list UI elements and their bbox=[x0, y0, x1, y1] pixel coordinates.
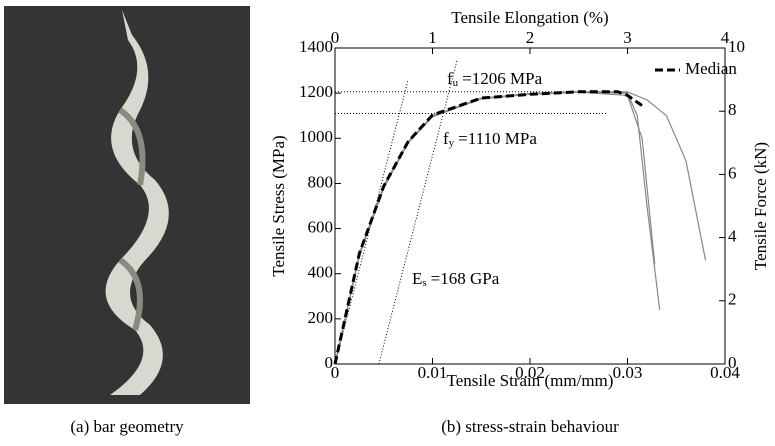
y2-axis-title: Tensile Force (kN) bbox=[751, 142, 770, 270]
x2-tick-label: 0 bbox=[331, 28, 340, 47]
x-tick-label: 0 bbox=[331, 363, 340, 382]
legend-label: Median bbox=[685, 59, 737, 78]
annotation-symbol: E bbox=[412, 269, 422, 288]
reference-line bbox=[334, 79, 409, 365]
x-axis-title: Tensile Strain (mm/mm) bbox=[447, 371, 614, 390]
annotation-sub: y bbox=[449, 137, 455, 149]
annotation-sub: s bbox=[422, 277, 426, 289]
x-tick-label: 0.02 bbox=[515, 363, 545, 382]
x2-axis-title: Tensile Elongation (%) bbox=[451, 8, 608, 27]
x2-tick-label: 1 bbox=[428, 28, 437, 47]
annotation: fu =1206 MPa bbox=[447, 69, 543, 89]
y-tick-label: 1000 bbox=[299, 127, 333, 146]
annotation-text: =168 GPa bbox=[431, 269, 500, 288]
x-tick-label: 0.01 bbox=[418, 363, 448, 382]
y-tick-label: 1400 bbox=[299, 37, 333, 56]
caption: (a) bar geometry bbox=[70, 417, 184, 436]
x2-tick-label: 2 bbox=[526, 28, 535, 47]
annotation: fy =1110 MPa bbox=[443, 129, 537, 149]
y2-tick-label: 4 bbox=[728, 227, 737, 246]
y-tick-label: 0 bbox=[325, 353, 334, 372]
y2-tick-label: 2 bbox=[728, 290, 737, 309]
annotation-text: fy =1110 MPa bbox=[443, 129, 537, 149]
caption: (b) stress-strain behaviour bbox=[441, 417, 619, 436]
y-tick-label: 200 bbox=[308, 308, 334, 327]
annotation-text: =1206 MPa bbox=[462, 69, 542, 88]
x2-tick-label: 3 bbox=[623, 28, 632, 47]
y2-tick-label: 6 bbox=[728, 163, 737, 182]
annotation-symbol: f bbox=[443, 129, 449, 148]
series-line bbox=[333, 90, 643, 365]
bar-photo bbox=[4, 6, 250, 404]
y2-tick-label: 8 bbox=[728, 100, 737, 119]
x-tick-label: 0.04 bbox=[710, 363, 740, 382]
annotation-symbol: f bbox=[447, 69, 453, 88]
annotation-sub: u bbox=[453, 77, 459, 89]
x-tick-label: 0.03 bbox=[613, 363, 643, 382]
annotation-text: fu =1206 MPa bbox=[447, 69, 543, 89]
y-tick-label: 600 bbox=[308, 217, 334, 236]
y-tick-label: 800 bbox=[308, 172, 334, 191]
y2-tick-label: 10 bbox=[728, 37, 745, 56]
annotation-text: Es =168 GPa bbox=[412, 269, 500, 289]
y2-tick-label: 0 bbox=[728, 353, 737, 372]
x2-tick-label: 4 bbox=[721, 28, 730, 47]
y-axis-title: Tensile Stress (MPa) bbox=[269, 135, 288, 276]
y-tick-label: 1200 bbox=[299, 82, 333, 101]
y-tick-label: 400 bbox=[308, 263, 334, 282]
annotation: Es =168 GPa bbox=[412, 269, 500, 289]
annotation-text: =1110 MPa bbox=[458, 129, 537, 148]
